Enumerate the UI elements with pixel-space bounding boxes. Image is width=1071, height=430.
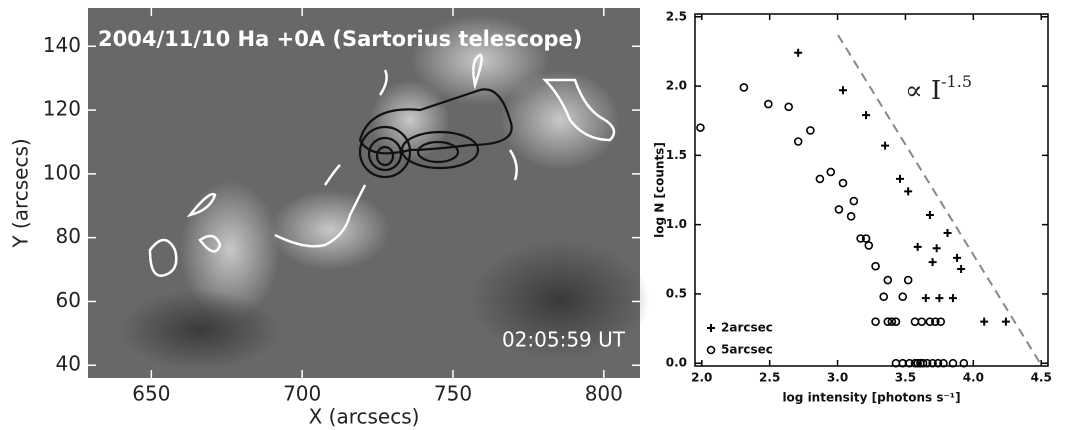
- y-tick-label: 1.5: [666, 148, 687, 162]
- plus-marker: [1002, 318, 1010, 326]
- plus-marker: [944, 229, 952, 237]
- y-tick-label: 2.5: [666, 9, 687, 23]
- y-axis-label: log N [counts]: [653, 142, 667, 238]
- circle-marker: [918, 318, 925, 325]
- circle-marker: [850, 198, 857, 205]
- circle-marker: [697, 124, 704, 131]
- circle-marker: [880, 293, 887, 300]
- y-axis-label: Y (arcsecs): [9, 138, 33, 248]
- plus-marker: [980, 318, 988, 326]
- circle-marker: [795, 138, 802, 145]
- time-label: 02:05:59 UT: [502, 328, 626, 352]
- circle-marker: [884, 277, 891, 284]
- plus-marker: [794, 49, 802, 57]
- x-tick-label: 4.0: [963, 371, 984, 385]
- circle-marker: [872, 263, 879, 270]
- annotation-exponent: -1.5: [941, 72, 972, 91]
- solar-image: [88, 8, 650, 378]
- plus-marker: [933, 244, 941, 252]
- plus-marker: [839, 86, 847, 94]
- plus-marker: [922, 294, 930, 302]
- y-tick-label: 0.5: [666, 286, 687, 300]
- plus-marker: [914, 243, 922, 251]
- x-tick-label: 3.0: [827, 371, 848, 385]
- y-tick-label: 140: [43, 33, 81, 57]
- x-axis-label: X (arcsecs): [309, 405, 420, 429]
- circle-marker: [848, 213, 855, 220]
- circle-marker: [827, 168, 834, 175]
- plus-marker: [935, 294, 943, 302]
- x-tick-label: 2.0: [691, 371, 712, 385]
- x-tick-label: 3.5: [895, 371, 916, 385]
- plus-marker: [896, 175, 904, 183]
- x-tick-label: 4.5: [1031, 371, 1052, 385]
- legend-label: 5arcsec: [721, 343, 773, 357]
- circle-marker: [911, 318, 918, 325]
- plus-marker: [881, 142, 889, 150]
- plus-marker: [862, 111, 870, 119]
- x-tick-label: 650: [132, 382, 170, 406]
- circle-marker: [899, 293, 906, 300]
- y-tick-label: 100: [43, 160, 81, 184]
- plus-marker: [929, 258, 937, 266]
- annotation: ∝ I-1.5: [905, 72, 972, 107]
- image-title: 2004/11/10 Ha +0A (Sartorius telescope): [98, 27, 582, 51]
- plus-marker: [949, 294, 957, 302]
- legend-marker: [707, 324, 715, 332]
- circle-marker: [740, 84, 747, 91]
- x-axis-label: log intensity [photons s⁻¹]: [782, 391, 960, 405]
- x-tick-label: 2.5: [759, 371, 780, 385]
- plus-marker: [904, 187, 912, 195]
- circle-marker: [872, 318, 879, 325]
- legend-marker: [708, 347, 715, 354]
- circle-marker: [865, 242, 872, 249]
- y-tick-label: 40: [56, 352, 81, 376]
- x-tick-label: 800: [585, 382, 623, 406]
- circle-marker: [835, 206, 842, 213]
- annotation-text: ∝ I: [905, 76, 941, 106]
- y-tick-label: 0.0: [666, 356, 687, 370]
- plot-frame: [695, 14, 1048, 366]
- y-tick-label: 120: [43, 97, 81, 121]
- x-tick-label: 750: [434, 382, 472, 406]
- plus-marker: [953, 254, 961, 262]
- y-tick-label: 2.0: [666, 79, 687, 93]
- plus-marker: [957, 265, 965, 273]
- circle-marker: [905, 277, 912, 284]
- figure: 650 700 750 800 40 60 80 100 120 140 X (arcsecs) Y …: [0, 0, 1071, 430]
- x-tick-label: 700: [283, 382, 321, 406]
- y-tick-label: 60: [56, 288, 81, 312]
- circle-marker: [839, 180, 846, 187]
- circle-marker: [816, 175, 823, 182]
- circle-marker: [765, 101, 772, 108]
- legend-label: 2arcsec: [721, 321, 773, 335]
- y-tick-label: 1.0: [666, 217, 687, 231]
- circle-marker: [807, 127, 814, 134]
- circle-marker: [785, 103, 792, 110]
- plus-marker: [926, 211, 934, 219]
- y-tick-label: 80: [56, 224, 81, 248]
